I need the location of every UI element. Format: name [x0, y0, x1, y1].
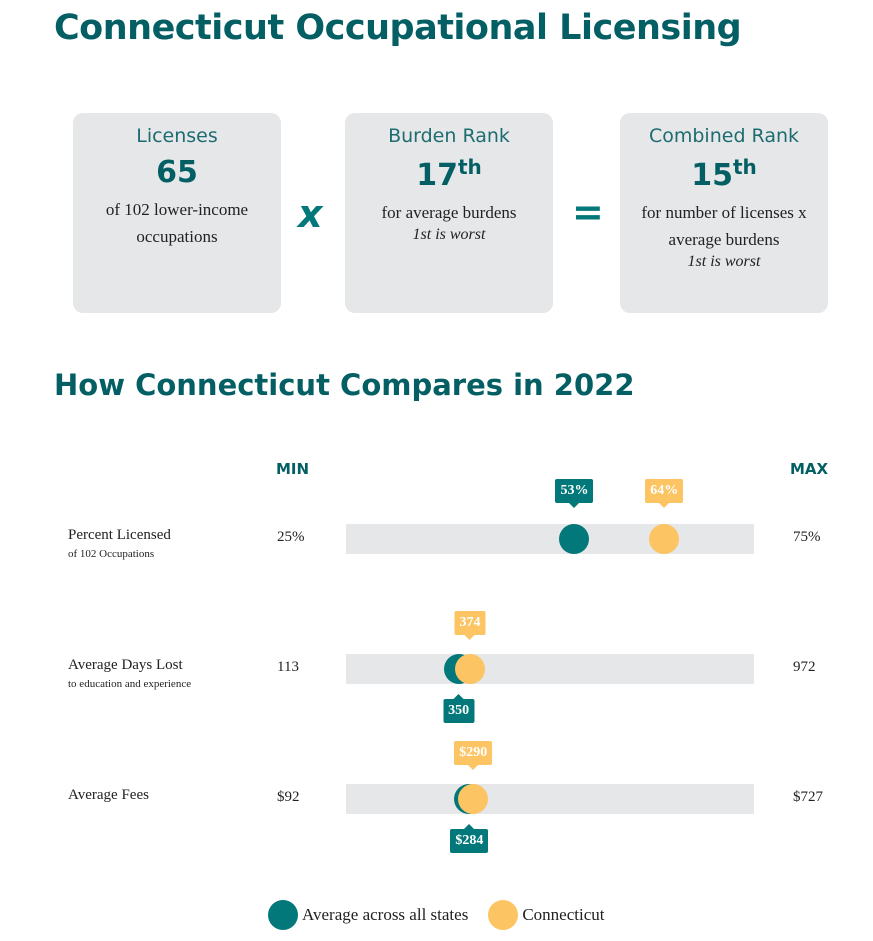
row-sublabel: to education and experience	[68, 678, 192, 690]
burden-rank-card: Burden Rank 17th for average burdens 1st…	[345, 113, 553, 313]
average-tooltip: 350	[443, 694, 475, 723]
legend-connecticut-label: Connecticut	[522, 905, 605, 924]
connecticut-tooltip: $290	[454, 741, 493, 770]
combined-rank-card: Combined Rank 15th for number of license…	[620, 113, 828, 313]
min-value: 113	[277, 659, 299, 675]
max-header: MAX	[790, 460, 829, 478]
card-desc: for average burdens	[381, 203, 517, 222]
max-value: $727	[793, 789, 823, 805]
card-value: 65	[156, 155, 198, 190]
average-tooltip: $284	[450, 824, 489, 853]
row-label: Percent Licensed of 102 Occupations	[68, 527, 171, 560]
average-tooltip: 53%	[555, 479, 594, 508]
max-value: 75%	[793, 529, 821, 545]
connecticut-dot	[458, 784, 489, 814]
row-label-text: Average Fees	[68, 787, 149, 803]
card-value: 17th	[416, 155, 482, 193]
min-value: $92	[277, 789, 300, 805]
max-value: 972	[793, 659, 816, 675]
connecticut-dot	[649, 524, 680, 554]
licenses-card: Licenses 65 of 102 lower-income occupatio…	[73, 113, 281, 313]
connecticut-tooltip: 374	[454, 611, 486, 640]
legend: Average across all states Connecticut	[268, 900, 604, 930]
range-bar	[346, 524, 754, 554]
connecticut-dot	[454, 654, 485, 684]
row-label-text: Percent Licensed	[68, 527, 171, 543]
min-header: MIN	[276, 460, 310, 478]
card-note: 1st is worst	[687, 253, 761, 270]
range-bar	[346, 784, 754, 814]
row-label: Average Fees	[68, 787, 149, 804]
row-label-text: Average Days Lost	[68, 657, 183, 673]
legend-average-swatch	[268, 900, 298, 930]
compare-title: How Connecticut Compares in 2022	[54, 368, 635, 402]
card-title: Licenses	[136, 125, 218, 147]
legend-connecticut-swatch	[488, 900, 519, 930]
card-title: Burden Rank	[388, 125, 510, 147]
card-title: Combined Rank	[648, 125, 800, 147]
card-desc: of 102 lower-income occupations	[105, 200, 249, 246]
row-sublabel: of 102 Occupations	[68, 548, 155, 560]
page-title: Connecticut Occupational Licensing	[54, 8, 742, 48]
row-label: Average Days Lost to education and experi…	[68, 657, 191, 690]
range-bar	[346, 654, 754, 684]
equals-operator: =	[572, 190, 604, 234]
card-value: 15th	[691, 155, 757, 193]
min-value: 25%	[277, 529, 305, 545]
average-dot	[559, 524, 590, 554]
times-operator: x	[298, 192, 323, 236]
connecticut-tooltip: 64%	[645, 479, 684, 508]
legend-average-label: Average across all states	[302, 905, 469, 924]
card-desc: for number of licenses x average burdens	[641, 203, 807, 249]
card-note: 1st is worst	[412, 226, 486, 243]
